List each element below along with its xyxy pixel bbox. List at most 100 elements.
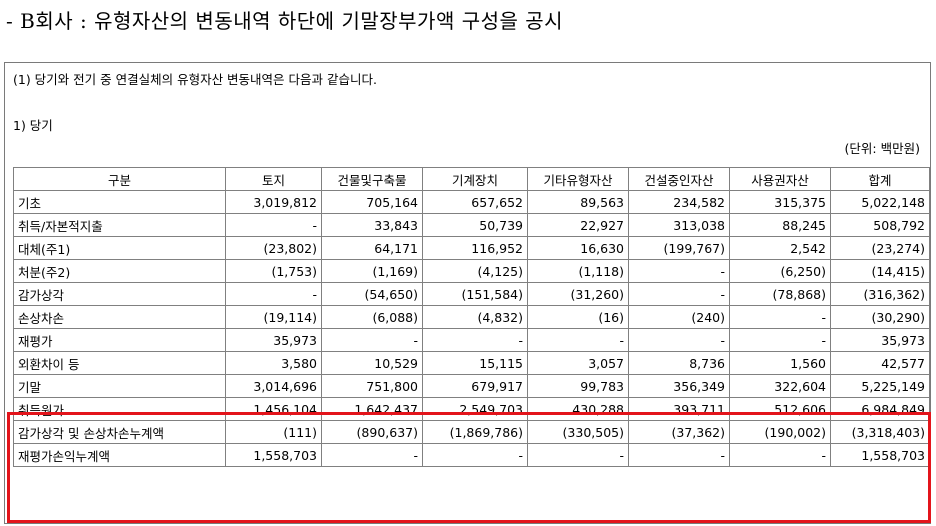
table-cell: 33,843	[321, 213, 423, 237]
column-header: 사용권자산	[729, 167, 831, 191]
table-cell: 116,952	[422, 236, 528, 260]
table-cell: 6,984,849	[830, 397, 930, 421]
table-cell: (4,832)	[422, 305, 528, 329]
column-header: 건설중인자산	[628, 167, 730, 191]
table-cell: (890,637)	[321, 420, 423, 444]
table-cell: (30,290)	[830, 305, 930, 329]
table-cell: (19,114)	[225, 305, 322, 329]
table-cell: 679,917	[422, 374, 528, 398]
table-cell: -	[225, 282, 322, 306]
table-cell: 1,558,703	[225, 443, 322, 467]
column-header: 기계장치	[422, 167, 528, 191]
table-cell: -	[321, 328, 423, 352]
table-cell: (6,250)	[729, 259, 831, 283]
table-cell: 3,019,812	[225, 190, 322, 214]
table-cell: -	[527, 328, 629, 352]
table-cell: 89,563	[527, 190, 629, 214]
table-cell: (23,274)	[830, 236, 930, 260]
table-cell: (31,260)	[527, 282, 629, 306]
table-cell: 1,560	[729, 351, 831, 375]
table-cell: (16)	[527, 305, 629, 329]
table-cell: (330,505)	[527, 420, 629, 444]
table-header-row: 구분 토지 건물및구축물 기계장치 기타유형자산 건설중인자산 사용권자산 합계	[13, 167, 930, 191]
table-cell: (1,169)	[321, 259, 423, 283]
table-cell: 15,115	[422, 351, 528, 375]
table-cell: -	[628, 259, 730, 283]
table-cell: (54,650)	[321, 282, 423, 306]
table-cell: 3,580	[225, 351, 322, 375]
table-cell: 1,558,703	[830, 443, 930, 467]
table-cell: 393,711	[628, 397, 730, 421]
table-cell: 5,225,149	[830, 374, 930, 398]
table-cell: -	[729, 443, 831, 467]
row-label: 감가상각	[13, 282, 226, 306]
table-cell: (78,868)	[729, 282, 831, 306]
table-cell: 322,604	[729, 374, 831, 398]
table-cell: (6,088)	[321, 305, 423, 329]
unit-label: (단위: 백만원)	[844, 141, 920, 156]
table-cell: -	[628, 282, 730, 306]
row-label: 재평가손익누계액	[13, 443, 226, 467]
table-cell: 35,973	[225, 328, 322, 352]
table-cell: (1,118)	[527, 259, 629, 283]
table-cell: 2,542	[729, 236, 831, 260]
table-cell: 35,973	[830, 328, 930, 352]
table-cell: (14,415)	[830, 259, 930, 283]
table-row: 처분(주2) (1,753) (1,169) (4,125) (1,118) - (6,25…	[13, 259, 930, 283]
table-cell: -	[225, 213, 322, 237]
table-cell: (1,869,786)	[422, 420, 528, 444]
table-cell: (37,362)	[628, 420, 730, 444]
table-cell: 5,022,148	[830, 190, 930, 214]
table-cell: 16,630	[527, 236, 629, 260]
table-cell: (3,318,403)	[830, 420, 930, 444]
table-cell: 10,529	[321, 351, 423, 375]
table-cell: 3,057	[527, 351, 629, 375]
table-row: 감가상각 - (54,650) (151,584) (31,260) - (78,868)(…	[13, 282, 930, 306]
table-row: 취득원가 1,456,104 1,642,437 2,549,703 430,288 39…	[13, 397, 930, 421]
table-row: 손상차손 (19,114) (6,088) (4,832) (16) (240) - (30,…	[13, 305, 930, 329]
table-cell: (316,362)	[830, 282, 930, 306]
table-cell: 657,652	[422, 190, 528, 214]
table-row: 재평가 35,973- - - - -35,973	[13, 328, 930, 352]
table-cell: -	[628, 443, 730, 467]
column-header: 기타유형자산	[527, 167, 629, 191]
table-cell: 313,038	[628, 213, 730, 237]
table-cell: (240)	[628, 305, 730, 329]
disclosure-panel: (1) 당기와 전기 중 연결실체의 유형자산 변동내역은 다음과 같습니다. …	[4, 62, 931, 524]
table-row: 대체(주1) (23,802) 64,171 116,952 16,630 (199,76…	[13, 236, 930, 260]
row-label: 취득원가	[13, 397, 226, 421]
table-cell: (1,753)	[225, 259, 322, 283]
table-row: 기말 3,014,696 751,800 679,917 99,783 356,349 32…	[13, 374, 930, 398]
table-cell: (111)	[225, 420, 322, 444]
table-cell: 42,577	[830, 351, 930, 375]
table-cell: 99,783	[527, 374, 629, 398]
table-cell: (4,125)	[422, 259, 528, 283]
table-cell: 50,739	[422, 213, 528, 237]
row-label: 대체(주1)	[13, 236, 226, 260]
table-cell: 512,606	[729, 397, 831, 421]
table-cell: (190,002)	[729, 420, 831, 444]
column-header: 토지	[225, 167, 322, 191]
row-label: 기말	[13, 374, 226, 398]
table-cell: -	[527, 443, 629, 467]
table-row: 감가상각 및 손상차손누계액 (111) (890,637) (1,869,786)(…	[13, 420, 930, 444]
table-cell: 705,164	[321, 190, 423, 214]
table-cell: 22,927	[527, 213, 629, 237]
table-cell: -	[321, 443, 423, 467]
table-cell: (23,802)	[225, 236, 322, 260]
row-label: 기초	[13, 190, 226, 214]
column-header: 건물및구축물	[321, 167, 423, 191]
table-cell: -	[729, 305, 831, 329]
table-cell: 1,642,437	[321, 397, 423, 421]
page-headline: - B회사 : 유형자산의 변동내역 하단에 기말장부가액 구성을 공시	[6, 9, 564, 33]
table-cell: (151,584)	[422, 282, 528, 306]
table-cell: 8,736	[628, 351, 730, 375]
table-cell: -	[628, 328, 730, 352]
table-cell: 2,549,703	[422, 397, 528, 421]
row-label: 취득/자본적지출	[13, 213, 226, 237]
table-cell: 1,456,104	[225, 397, 322, 421]
ppe-movement-table: 구분 토지 건물및구축물 기계장치 기타유형자산 건설중인자산 사용권자산 합계…	[13, 167, 930, 467]
table-cell: 508,792	[830, 213, 930, 237]
intro-text: (1) 당기와 전기 중 연결실체의 유형자산 변동내역은 다음과 같습니다.	[13, 72, 377, 87]
table-cell: -	[729, 328, 831, 352]
